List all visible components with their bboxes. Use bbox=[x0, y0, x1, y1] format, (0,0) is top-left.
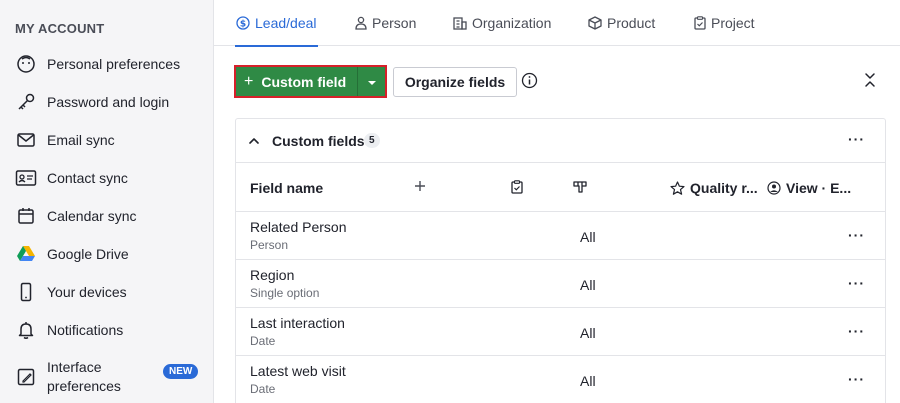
required-column-icon[interactable] bbox=[511, 180, 523, 194]
field-name: Related Person bbox=[250, 219, 347, 235]
sidebar-item-label: Interface preferences bbox=[47, 359, 121, 394]
calendar-icon bbox=[15, 205, 37, 227]
custom-fields-panel: Custom fields 5 ··· Field name Quality r… bbox=[235, 118, 886, 403]
tab-organization[interactable]: Organization bbox=[453, 0, 551, 46]
sidebar-item-contact-sync[interactable]: Contact sync bbox=[0, 159, 213, 197]
dollar-circle-icon: $ bbox=[236, 16, 250, 30]
tab-person[interactable]: Person bbox=[355, 0, 416, 46]
sidebar-item-label: Password and login bbox=[47, 93, 170, 110]
sidebar-item-password-and-login[interactable]: Password and login bbox=[0, 83, 213, 121]
clipboard-icon bbox=[694, 16, 706, 30]
organize-fields-button[interactable]: Organize fields bbox=[393, 67, 517, 97]
field-name: Region bbox=[250, 267, 295, 283]
svg-text:$: $ bbox=[240, 19, 246, 29]
panel-title: Custom fields bbox=[272, 133, 365, 149]
tab-label: Product bbox=[607, 15, 656, 31]
sidebar: MY ACCOUNT Personal preferences Password… bbox=[0, 0, 214, 403]
add-custom-field-button[interactable]: + Custom field bbox=[236, 67, 357, 96]
collapse-icon[interactable] bbox=[862, 72, 878, 93]
field-visibility-value: All bbox=[580, 373, 596, 389]
field-visibility-value: All bbox=[580, 229, 596, 245]
interface-icon bbox=[15, 366, 37, 388]
table-row[interactable]: Region Single option All ··· bbox=[236, 260, 885, 308]
user-circle-icon bbox=[767, 181, 781, 195]
tab-lead-deal[interactable]: $ Lead/deal bbox=[235, 0, 318, 47]
sidebar-item-label: Notifications bbox=[47, 321, 124, 338]
person-icon bbox=[355, 16, 367, 30]
envelope-icon bbox=[15, 129, 37, 151]
custom-field-split-button: + Custom field bbox=[234, 65, 387, 98]
box-icon bbox=[588, 16, 602, 30]
field-type: Date bbox=[250, 334, 276, 348]
table-header: Field name Quality r... View · E... bbox=[236, 163, 885, 212]
entity-tabs: $ Lead/deal Person Organization Product … bbox=[214, 0, 900, 47]
tab-product[interactable]: Product bbox=[588, 0, 655, 46]
google-drive-icon bbox=[15, 243, 37, 265]
new-badge: NEW bbox=[163, 364, 199, 379]
row-more-icon[interactable]: ··· bbox=[848, 275, 865, 291]
tab-label: Project bbox=[711, 15, 755, 31]
sidebar-title: MY ACCOUNT bbox=[15, 21, 105, 36]
table-row[interactable]: Last interaction Date All ··· bbox=[236, 308, 885, 356]
sidebar-item-label: Calendar sync bbox=[47, 207, 137, 224]
bell-icon bbox=[15, 319, 37, 341]
field-name: Last interaction bbox=[250, 315, 345, 331]
sidebar-item-label: Email sync bbox=[47, 131, 115, 148]
tab-project[interactable]: Project bbox=[694, 0, 755, 46]
sidebar-item-personal-preferences[interactable]: Personal preferences bbox=[0, 45, 213, 83]
field-type: Single option bbox=[250, 286, 320, 300]
sidebar-item-email-sync[interactable]: Email sync bbox=[0, 121, 213, 159]
field-type: Person bbox=[250, 238, 289, 252]
custom-field-dropdown-button[interactable] bbox=[357, 67, 385, 96]
building-icon bbox=[453, 16, 467, 30]
panel-more-icon[interactable]: ··· bbox=[848, 131, 865, 147]
add-column-icon[interactable] bbox=[414, 180, 426, 192]
caret-down-icon bbox=[367, 73, 377, 91]
sidebar-item-label: Google Drive bbox=[47, 245, 129, 262]
info-icon[interactable] bbox=[521, 72, 538, 94]
sidebar-item-your-devices[interactable]: Your devices bbox=[0, 273, 213, 311]
sidebar-item-label: Your devices bbox=[47, 283, 127, 300]
sidebar-item-label: Contact sync bbox=[47, 169, 128, 186]
column-header-field-name[interactable]: Field name bbox=[250, 180, 324, 196]
custom-field-label: Custom field bbox=[261, 73, 347, 90]
table-row[interactable]: Related Person Person All ··· bbox=[236, 212, 885, 260]
sidebar-item-google-drive[interactable]: Google Drive bbox=[0, 235, 213, 273]
field-name: Latest web visit bbox=[250, 363, 346, 379]
panel-header: Custom fields 5 ··· bbox=[236, 119, 885, 163]
field-count-badge: 5 bbox=[364, 133, 380, 148]
column-label: Quality r... bbox=[690, 180, 758, 196]
row-more-icon[interactable]: ··· bbox=[848, 371, 865, 387]
tab-label: Lead/deal bbox=[255, 15, 317, 31]
field-visibility-value: All bbox=[580, 277, 596, 293]
row-more-icon[interactable]: ··· bbox=[848, 323, 865, 339]
column-label: View · E... bbox=[786, 180, 852, 196]
phone-icon bbox=[15, 281, 37, 303]
sidebar-item-interface-preferences[interactable]: Interface preferences NEW bbox=[0, 355, 213, 399]
sidebar-item-label: Personal preferences bbox=[47, 55, 181, 72]
star-icon bbox=[670, 180, 685, 196]
sidebar-item-calendar-sync[interactable]: Calendar sync bbox=[0, 197, 213, 235]
tab-label: Person bbox=[372, 15, 417, 31]
plus-icon: + bbox=[244, 72, 254, 90]
contact-card-icon bbox=[15, 167, 37, 189]
field-visibility-value: All bbox=[580, 325, 596, 341]
sidebar-item-notifications[interactable]: Notifications bbox=[0, 311, 213, 349]
column-header-view[interactable]: View · E... bbox=[767, 180, 851, 196]
table-row[interactable]: Latest web visit Date All ··· bbox=[236, 356, 885, 403]
key-icon bbox=[15, 91, 37, 113]
pipeline-column-icon[interactable] bbox=[573, 180, 587, 194]
column-header-quality[interactable]: Quality r... bbox=[670, 180, 758, 196]
smiley-icon bbox=[15, 53, 37, 75]
tab-label: Organization bbox=[472, 15, 552, 31]
field-type: Date bbox=[250, 382, 276, 396]
row-more-icon[interactable]: ··· bbox=[848, 227, 865, 243]
chevron-up-icon[interactable] bbox=[248, 134, 260, 152]
